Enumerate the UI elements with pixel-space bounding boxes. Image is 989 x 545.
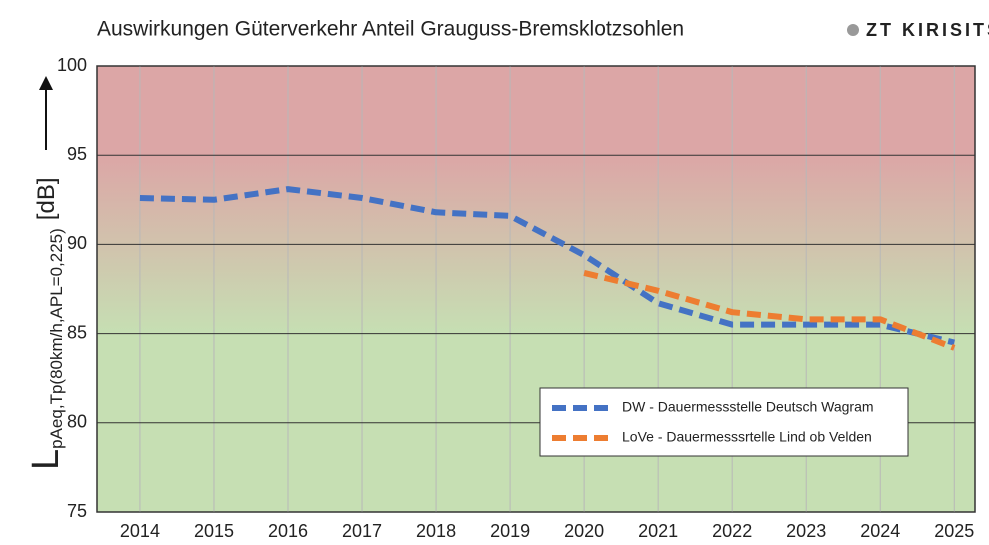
chart-title: Auswirkungen Güterverkehr Anteil Graugus… <box>97 18 684 41</box>
x-tick-label: 2016 <box>268 521 308 541</box>
x-tick-label: 2021 <box>638 521 678 541</box>
series-line <box>583 270 956 351</box>
y-tick-label: 100 <box>57 55 87 75</box>
x-tick-label: 2018 <box>416 521 456 541</box>
y-axis-label: LpAeq,Tp(80km/h,APL=0,225) [dB] <box>25 76 67 470</box>
y-tick-label: 85 <box>67 322 87 342</box>
series-line <box>139 186 955 346</box>
y-tick-label: 80 <box>67 412 87 432</box>
legend <box>539 387 909 457</box>
y-label-symbol: LpAeq,Tp(80km/h,APL=0,225) [dB] <box>25 177 67 470</box>
x-tick-label: 2023 <box>786 521 826 541</box>
y-tick-label: 90 <box>67 233 87 253</box>
x-tick-label: 2022 <box>712 521 752 541</box>
x-tick-label: 2020 <box>564 521 604 541</box>
y-label-sub: pAeq,Tp(80km/h,APL=0,225) <box>47 228 66 449</box>
x-tick-label: 2025 <box>934 521 974 541</box>
y-label-main: L <box>25 449 67 470</box>
x-tick-label: 2015 <box>194 521 234 541</box>
plot <box>97 65 975 513</box>
y-tick-label: 95 <box>67 144 87 164</box>
legend-label: LoVe - Dauermesssrtelle Lind ob Velden <box>622 429 872 445</box>
x-tick-label: 2014 <box>120 521 160 541</box>
y-tick-label: 75 <box>67 501 87 521</box>
logo: ZT KIRISITS <box>866 20 989 40</box>
logo-emblem <box>847 24 859 36</box>
y-arrow-head <box>39 76 53 90</box>
x-tick-label: 2019 <box>490 521 530 541</box>
legend-label: DW - Dauermessstelle Deutsch Wagram <box>622 399 874 415</box>
x-tick-label: 2017 <box>342 521 382 541</box>
x-tick-label: 2024 <box>860 521 900 541</box>
y-label-unit: [dB] <box>33 177 60 220</box>
